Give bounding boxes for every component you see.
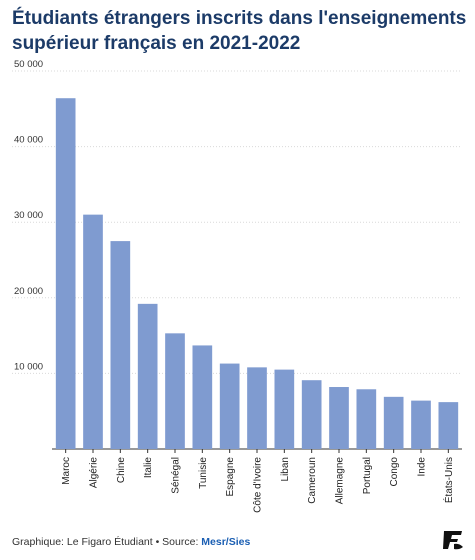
bar-9 [301,380,322,449]
x-tick-label: Portugal [362,457,373,494]
x-tick-label: Sénégal [171,457,182,494]
credit-text: Graphique: Le Figaro Étudiant • Source: [12,536,202,548]
x-tick-label: Cameroun [307,457,318,504]
y-tick-label: 40 000 [14,135,43,146]
y-tick-label: 30 000 [14,210,43,221]
x-tick-label: États-Unis [442,457,455,503]
bar-7 [247,367,267,449]
source-link[interactable]: Mesr/Sies [201,536,251,548]
bar-13 [411,400,431,449]
x-tick-label: Italie [143,457,154,479]
x-tick-label: Inde [417,457,428,477]
x-tick-label: Congo [389,457,400,487]
figaro-logo-icon [443,531,463,550]
y-tick-label: 50 000 [14,59,43,70]
chart-title: Étudiants étrangers inscrits dans l'ense… [12,8,467,54]
x-tick-label: Algérie [89,457,100,489]
y-tick-label: 10 000 [14,361,43,372]
bar-6 [219,363,240,449]
x-tick-label: Chine [116,457,127,484]
bar-8 [274,369,295,449]
y-tick-label: 20 000 [14,286,43,297]
bar-2 [110,241,131,449]
bar-10 [329,387,349,449]
x-tick-label: Tunisie [198,457,209,489]
bar-3 [137,303,158,449]
footer-credit: Graphique: Le Figaro Étudiant • Source: … [12,536,250,548]
x-tick-label: Espagne [225,457,236,497]
x-tick-label: Allemagne [335,457,346,505]
bar-14 [438,402,459,449]
bar-5 [192,345,213,449]
bar-11 [356,389,377,449]
bar-4 [165,333,185,449]
bar-chart: 10 000 20 000 30 000 40 000 50 000 Maroc Algér… [12,59,462,513]
x-tick-label: Liban [280,457,291,481]
bar-1 [83,214,103,449]
bar-12 [383,396,404,449]
bar-0 [55,98,76,449]
x-tick-label: Côte d'Ivoire [253,457,264,513]
x-tick-label: Maroc [61,457,72,485]
